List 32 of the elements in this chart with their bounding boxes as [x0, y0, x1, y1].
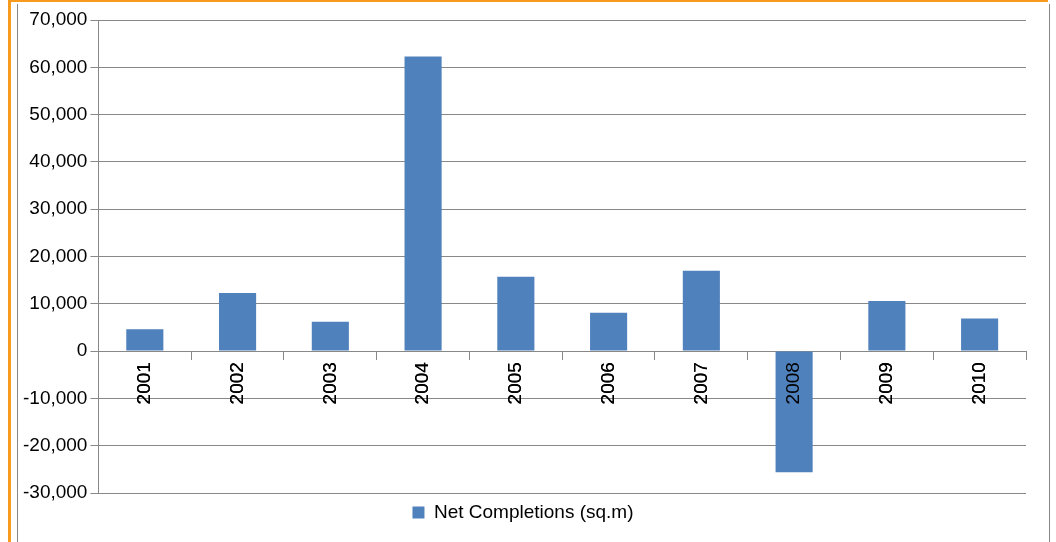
x-tick-label: 2009 [875, 362, 897, 405]
y-tick-label: -10,000 [22, 386, 88, 408]
y-tick-label: -30,000 [22, 481, 88, 503]
x-tick-label: 2004 [411, 361, 433, 405]
y-tick-label: -20,000 [22, 433, 88, 455]
y-tick-label: 10,000 [29, 292, 88, 314]
y-tick-label: 20,000 [29, 244, 88, 266]
bar [126, 329, 164, 351]
bar [775, 351, 813, 473]
y-tick-label: 40,000 [29, 150, 88, 172]
x-tick-label: 2005 [504, 362, 526, 405]
bar [868, 300, 906, 351]
x-tick-label: 2007 [689, 362, 711, 405]
bar [682, 270, 720, 351]
bar [590, 312, 628, 351]
legend-label: Net Completions (sq.m) [433, 500, 634, 522]
bar [311, 321, 349, 351]
y-tick-label: 70,000 [29, 8, 88, 30]
x-tick-label: 2003 [318, 362, 340, 405]
y-tick-label: 60,000 [29, 55, 88, 77]
x-tick-label: 2008 [782, 362, 804, 405]
bar [497, 276, 535, 351]
y-tick-label: 30,000 [29, 197, 88, 219]
x-tick-label: 2006 [596, 362, 618, 405]
y-tick-label: 0 [76, 339, 88, 361]
x-tick-label: 2001 [133, 362, 155, 405]
bar [961, 318, 999, 351]
bar [404, 56, 442, 351]
x-tick-label: 2002 [225, 362, 247, 405]
y-tick-label: 50,000 [29, 102, 88, 124]
bar [219, 292, 257, 351]
x-tick-label: 2010 [967, 362, 989, 405]
